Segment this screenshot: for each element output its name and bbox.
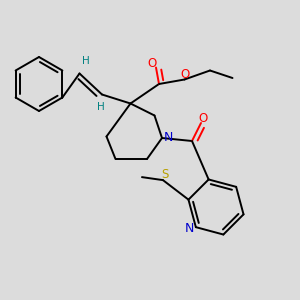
Text: H: H bbox=[82, 56, 90, 66]
Text: O: O bbox=[180, 68, 189, 81]
Text: H: H bbox=[97, 102, 104, 112]
Text: O: O bbox=[199, 112, 208, 125]
Text: N: N bbox=[184, 222, 194, 235]
Text: N: N bbox=[163, 131, 173, 144]
Text: O: O bbox=[148, 57, 157, 70]
Text: S: S bbox=[161, 168, 168, 181]
